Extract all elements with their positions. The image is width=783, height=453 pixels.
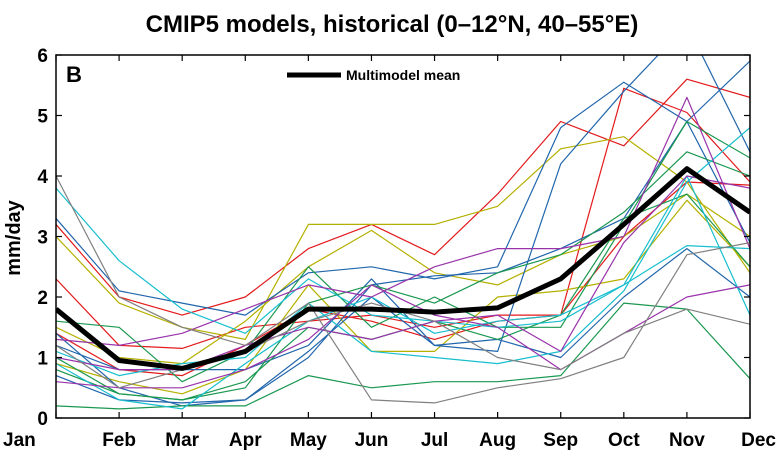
x-tick-label: Jul [421, 430, 448, 451]
x-tick-label: Dec [741, 430, 776, 451]
panel-letter: B [66, 62, 82, 87]
model-series-line-17 [56, 175, 750, 410]
x-tick-label: Oct [608, 430, 640, 451]
y-tick-label: 6 [37, 46, 48, 67]
model-series-line-10 [56, 248, 750, 407]
y-tick-label: 1 [37, 349, 48, 370]
model-series-line-21 [56, 175, 750, 404]
y-tick-label: 0 [37, 409, 48, 430]
model-series-line-4 [56, 136, 750, 340]
x-tick-label: Jan [3, 430, 36, 451]
model-series-line-1 [56, 78, 750, 316]
model-series-line-19 [56, 284, 750, 389]
y-tick-label: 4 [37, 167, 48, 188]
x-tick-label: Sep [543, 430, 578, 451]
x-tick-label: Nov [669, 430, 705, 451]
model-series-line-8 [56, 120, 750, 404]
x-tick-label: Aug [479, 430, 516, 451]
model-series-line-12 [56, 302, 750, 410]
y-tick-label: 2 [37, 288, 48, 309]
y-tick-label: 3 [37, 228, 48, 249]
x-tick-label: May [290, 430, 327, 451]
axis-layer: 0 1 2 3 4 5 6 Jan Feb Mar Apr May Jun Jul Aug Sep Oct Nov… [3, 46, 776, 451]
x-tick-label: Feb [102, 430, 136, 451]
x-tick-label: Jun [355, 430, 389, 451]
legend: Multimodel mean [287, 67, 460, 83]
x-tick-label: Apr [229, 430, 262, 451]
model-series-line-6 [56, 193, 750, 365]
chart-title: CMIP5 models, historical (0–12°N, 40–55°… [146, 11, 639, 38]
model-series-line-15 [56, 187, 750, 334]
series-layer [56, 55, 750, 410]
x-tick-label: Mar [165, 430, 199, 451]
y-tick-label: 5 [37, 107, 48, 128]
y-axis-label: mm/day [3, 199, 25, 275]
legend-label-multimodel-mean: Multimodel mean [346, 67, 460, 83]
multimodel-mean-line [56, 166, 750, 371]
model-series-line-3 [56, 181, 750, 377]
